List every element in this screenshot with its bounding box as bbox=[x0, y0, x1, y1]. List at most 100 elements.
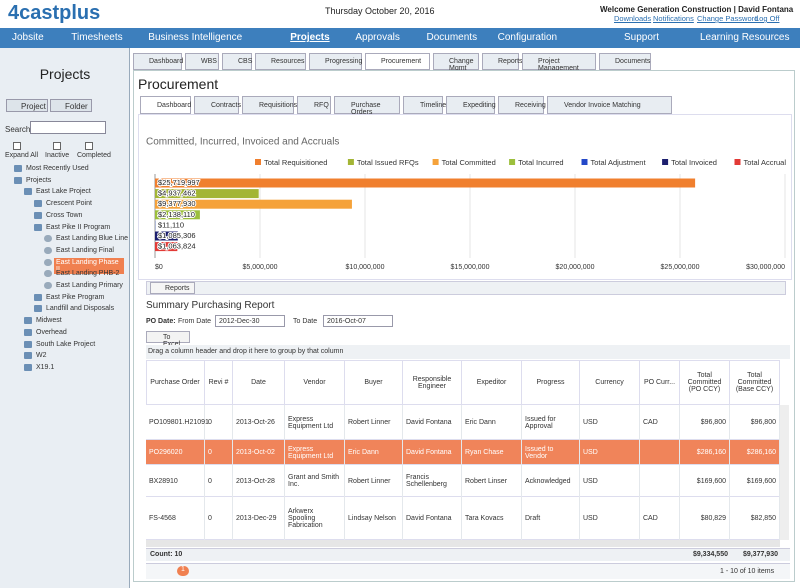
value-label: $2,138,110 bbox=[158, 210, 195, 219]
tree-item[interactable]: Midwest bbox=[36, 317, 62, 325]
table-cell: $286,160 bbox=[680, 440, 730, 465]
tree-item[interactable]: East Landing Final bbox=[56, 246, 114, 254]
table-cell: Francis Schellenberg bbox=[403, 465, 462, 497]
legend-swatch bbox=[734, 159, 741, 165]
tree-item[interactable]: East Landing PHB-2 bbox=[56, 270, 120, 278]
subtab[interactable]: Requisitions bbox=[242, 96, 297, 114]
tree-item[interactable]: South Lake Project bbox=[36, 340, 96, 348]
subtab[interactable]: Expediting bbox=[446, 96, 496, 114]
pager-page[interactable]: 1 bbox=[177, 566, 189, 576]
tree-item[interactable]: Most Recently Used bbox=[26, 165, 89, 172]
tree-item[interactable]: East Pike Program bbox=[46, 293, 105, 301]
search-box[interactable] bbox=[30, 121, 106, 134]
nav-item[interactable]: Configuration bbox=[497, 32, 558, 43]
tab[interactable]: Change Mgmt bbox=[433, 53, 479, 72]
column-header[interactable]: Expeditor bbox=[462, 360, 522, 405]
table-row[interactable] bbox=[146, 405, 780, 440]
nav-right[interactable]: Learning Resources bbox=[700, 32, 790, 43]
nav-item[interactable]: Jobsite bbox=[12, 32, 44, 43]
tree-item[interactable]: East Lake Project bbox=[36, 188, 91, 196]
tree-item[interactable]: Overhead bbox=[36, 328, 67, 336]
column-header[interactable]: Vendor bbox=[285, 360, 345, 405]
reports-btn[interactable]: Reports bbox=[150, 282, 195, 294]
date-input[interactable]: 2016-Oct-07 bbox=[323, 315, 393, 327]
sidebar-btn[interactable]: Folder bbox=[50, 99, 92, 112]
column-header[interactable]: Progress bbox=[522, 360, 580, 405]
column-header[interactable]: Buyer bbox=[345, 360, 403, 405]
subtab[interactable]: Contracts bbox=[194, 96, 241, 114]
tab[interactable]: Project Management bbox=[522, 53, 596, 72]
logo: 4castplus bbox=[8, 2, 101, 24]
table-cell: $169,600 bbox=[680, 465, 730, 497]
nav-item[interactable]: Timesheets bbox=[71, 32, 123, 43]
count: Count: 10 bbox=[150, 551, 183, 558]
bar bbox=[155, 178, 696, 188]
x-tick-label: $30,000,000 bbox=[746, 264, 785, 271]
column-header[interactable]: Total Committed (Base CCY) bbox=[730, 360, 780, 405]
chart: Committed, Incurred, Invoiced and Accrua… bbox=[146, 137, 786, 271]
header-link[interactable]: Change Password bbox=[697, 14, 759, 23]
table-cell: $169,600 bbox=[730, 465, 780, 497]
subtab[interactable]: RFQ bbox=[297, 96, 331, 114]
tab[interactable]: Documents bbox=[599, 53, 651, 70]
column-header[interactable]: PO Curr... bbox=[640, 360, 680, 405]
tree-icon bbox=[34, 200, 42, 208]
nav-item[interactable]: Approvals bbox=[355, 32, 400, 43]
date-input[interactable]: 2012-Dec-30 bbox=[215, 315, 285, 327]
value-label: $1,063,824 bbox=[158, 242, 196, 251]
tree-item[interactable]: East Landing Primary bbox=[56, 282, 123, 289]
tree-item[interactable]: East Landing Blue Line bbox=[56, 235, 128, 243]
legend-label: Total Committed bbox=[442, 158, 496, 167]
header-link[interactable]: Log Off bbox=[755, 14, 780, 23]
header-link[interactable]: Downloads bbox=[614, 14, 652, 23]
table-row[interactable] bbox=[146, 465, 780, 497]
column-header[interactable]: Revi # bbox=[205, 360, 233, 405]
column-header[interactable]: Responsible Engineer bbox=[403, 360, 462, 405]
tab[interactable]: Procurement bbox=[365, 53, 430, 70]
excel-btn[interactable]: To Excel bbox=[146, 331, 190, 348]
tab[interactable]: Progressing bbox=[309, 53, 362, 70]
tab[interactable]: Resources bbox=[255, 53, 306, 70]
table-row[interactable] bbox=[146, 497, 780, 540]
tree-item[interactable]: East Pike II Program bbox=[46, 223, 111, 231]
tree-icon bbox=[24, 317, 32, 325]
subtab[interactable]: Receiving bbox=[498, 96, 546, 114]
tab[interactable]: Reports bbox=[482, 53, 523, 70]
subtab[interactable]: Timeline bbox=[403, 96, 446, 114]
column-header[interactable]: Currency bbox=[580, 360, 640, 405]
nav-right[interactable]: Support bbox=[624, 32, 660, 43]
tab[interactable]: WBS bbox=[185, 53, 219, 70]
tree-icon bbox=[44, 270, 52, 278]
tree-item[interactable]: Landfill and Disposals bbox=[46, 305, 115, 313]
nav-item[interactable]: Business Intelligence bbox=[148, 32, 243, 43]
column-header[interactable]: Date bbox=[233, 360, 285, 405]
tree-item[interactable]: Cross Town bbox=[46, 211, 83, 219]
checkbox[interactable] bbox=[85, 142, 93, 150]
nav-item[interactable]: Projects bbox=[290, 32, 330, 43]
table-cell: Robert Linser bbox=[462, 465, 522, 497]
tree-item[interactable]: W2 bbox=[36, 352, 47, 360]
subtab[interactable]: Purchase Orders bbox=[334, 96, 400, 116]
tree-item[interactable]: X19.1 bbox=[36, 363, 55, 371]
tree-item[interactable]: Crescent Point bbox=[46, 200, 92, 208]
column-header[interactable]: Total Committed (PO CCY) bbox=[680, 360, 730, 405]
value-label: $1,085,306 bbox=[158, 231, 196, 240]
group-hint: Drag a column header and drop it here to… bbox=[146, 345, 790, 359]
total: $9,377,930 bbox=[742, 551, 778, 558]
column-header[interactable]: Purchase Order bbox=[146, 360, 205, 405]
table-cell: 0 bbox=[205, 465, 233, 497]
tree-item[interactable]: East Landing Phase II bbox=[54, 257, 124, 274]
header-link[interactable]: Notifications bbox=[653, 14, 694, 23]
table-cell: 2013-Oct-02 bbox=[233, 440, 285, 465]
subtab[interactable]: Vendor Invoice Matching bbox=[547, 96, 672, 114]
checkbox[interactable] bbox=[53, 142, 61, 150]
table-cell: Eric Dann bbox=[345, 440, 403, 465]
table-row[interactable] bbox=[146, 440, 780, 465]
tab[interactable]: CBS bbox=[222, 53, 252, 70]
tab[interactable]: Dashboard bbox=[133, 53, 183, 70]
subtab[interactable]: Dashboard bbox=[140, 96, 191, 114]
sidebar-btn[interactable]: Project bbox=[6, 99, 48, 112]
nav-item[interactable]: Documents bbox=[426, 32, 478, 43]
tree-item[interactable]: Projects bbox=[26, 176, 52, 184]
checkbox[interactable] bbox=[13, 142, 21, 150]
